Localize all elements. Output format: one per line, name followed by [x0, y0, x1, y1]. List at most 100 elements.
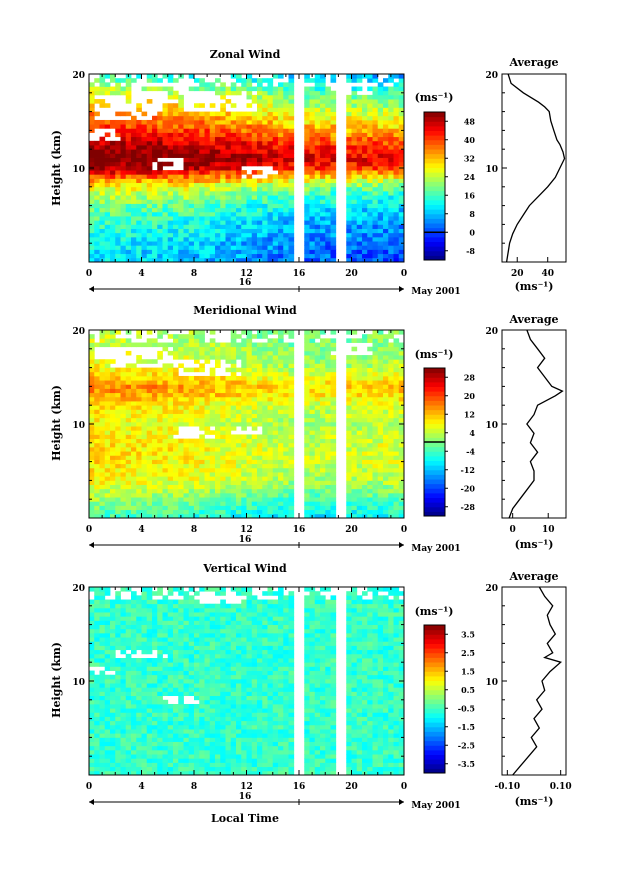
zonal-cell	[367, 216, 373, 221]
meridional-cell	[367, 334, 373, 339]
meridional-cell	[230, 438, 237, 444]
meridional-cell	[283, 342, 289, 348]
zonal-cell	[393, 257, 400, 263]
meridional-cell	[372, 409, 379, 414]
meridional-cell	[388, 480, 394, 485]
meridional-cell	[220, 505, 226, 511]
meridional-cell	[125, 497, 132, 502]
meridional-cell	[188, 334, 195, 339]
meridional-cell	[241, 388, 247, 394]
zonal-cell	[241, 207, 247, 213]
meridional-cell	[383, 421, 389, 427]
zonal-cell	[388, 253, 394, 259]
meridional-cell	[141, 484, 148, 490]
meridional-cell	[262, 451, 268, 456]
zonal-cell	[215, 203, 221, 209]
zonal-cell	[125, 153, 132, 158]
zonal-cell	[377, 182, 384, 188]
zonal-cell	[183, 124, 190, 129]
zonal-cell	[162, 253, 169, 259]
meridional-cell	[330, 509, 337, 515]
meridional-cell	[320, 405, 326, 410]
zonal-cell	[131, 241, 137, 246]
zonal-cell	[309, 232, 316, 238]
meridional-cell	[356, 363, 363, 368]
zonal-cell	[288, 224, 295, 229]
zonal-cell	[367, 257, 373, 263]
zonal-cell	[104, 103, 111, 108]
meridional-cell	[388, 451, 394, 456]
zonal-cell	[288, 86, 295, 92]
zonal-cell	[173, 145, 179, 150]
zonal-cell	[188, 190, 195, 196]
zonal-cell	[362, 182, 368, 188]
zonal-cell	[94, 124, 100, 129]
meridional-cell	[110, 405, 116, 410]
zonal-cell	[209, 253, 216, 259]
zonal-cell	[383, 199, 389, 204]
meridional-cell	[136, 334, 142, 339]
meridional-cell	[278, 480, 284, 485]
meridional-cell	[283, 434, 289, 440]
meridional-cell	[157, 501, 163, 506]
meridional-cell	[167, 413, 174, 419]
zonal-cell	[136, 216, 142, 221]
meridional-cell	[157, 380, 163, 385]
zonal-cell	[162, 178, 169, 184]
meridional-cell	[136, 371, 142, 377]
meridional-cell	[346, 438, 352, 444]
meridional-cell	[257, 359, 263, 364]
meridional-cell	[330, 375, 337, 381]
meridional-cell	[236, 367, 242, 373]
zonal-cell	[152, 132, 158, 138]
meridional-cell	[241, 446, 247, 452]
zonal-cell	[120, 216, 127, 221]
meridional-cell	[304, 459, 310, 465]
zonal-cell	[372, 145, 379, 150]
meridional-cell	[356, 497, 363, 502]
zonal-cell	[104, 190, 111, 196]
zonal-cell	[356, 124, 363, 129]
meridional-cell	[288, 472, 295, 477]
meridional-cell	[131, 455, 137, 460]
zonal-cell	[251, 111, 258, 117]
zonal-cell	[146, 86, 153, 92]
zonal-cell	[309, 140, 316, 146]
zonal-cell	[304, 111, 310, 117]
meridional-cell	[162, 451, 169, 456]
zonal-cell	[362, 186, 368, 192]
zonal-cell	[320, 245, 326, 250]
zonal-cell	[89, 103, 95, 108]
meridional-cell	[152, 434, 158, 440]
meridional-cell	[125, 421, 132, 427]
zonal-cell	[115, 178, 121, 184]
zonal-cell	[362, 241, 368, 246]
meridional-cell	[89, 396, 95, 402]
zonal-cell	[267, 232, 274, 238]
meridional-cell	[136, 484, 142, 490]
meridional-cell	[167, 367, 174, 373]
meridional-cell	[131, 342, 137, 348]
meridional-cell	[251, 363, 258, 368]
meridional-cell	[262, 467, 268, 473]
meridional-cell	[330, 497, 337, 502]
meridional-cell	[94, 442, 100, 448]
zonal-cell	[230, 232, 237, 238]
meridional-cell	[236, 350, 242, 356]
zonal-cell	[377, 99, 384, 104]
zonal-cell	[377, 132, 384, 138]
zonal-cell	[209, 224, 216, 229]
meridional-cell	[199, 426, 205, 431]
meridional-cell	[194, 513, 200, 519]
zonal-cell	[225, 128, 232, 133]
meridional-cell	[209, 417, 216, 423]
meridional-cell	[367, 396, 373, 402]
meridional-cell	[157, 367, 163, 373]
meridional-cell	[246, 350, 253, 356]
zonal-cell	[330, 211, 337, 217]
zonal-cell	[267, 145, 274, 150]
zonal-cell	[146, 199, 153, 204]
meridional-cell	[131, 484, 137, 490]
meridional-cell	[125, 480, 132, 485]
zonal-cell	[204, 170, 211, 175]
